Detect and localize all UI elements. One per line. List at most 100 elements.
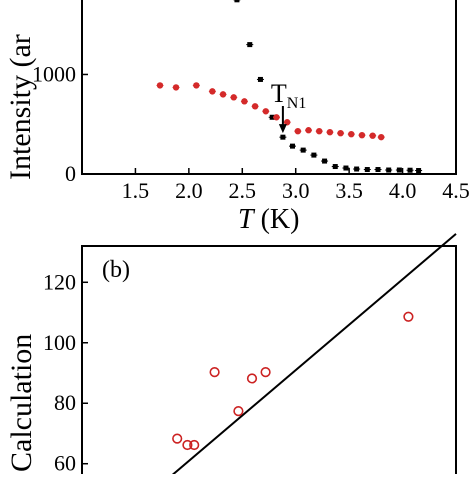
data-point xyxy=(406,167,414,173)
y-tick-label: 60 xyxy=(54,451,76,474)
circle-marker xyxy=(348,130,355,138)
square-marker xyxy=(354,166,360,172)
panel-b: 60 80 100 120 (b) Calculation xyxy=(5,233,457,479)
data-point xyxy=(251,103,259,110)
square-marker xyxy=(322,158,328,164)
square-marker xyxy=(247,42,253,48)
circle-marker xyxy=(316,128,323,135)
annotation-t: T xyxy=(271,79,287,108)
data-point xyxy=(369,132,377,139)
x-tick-label: 3.5 xyxy=(335,178,363,203)
square-marker xyxy=(290,143,296,149)
svg-text:TN1: TN1 xyxy=(271,79,306,112)
data-point xyxy=(230,94,238,101)
x-tick-label: 2.0 xyxy=(175,178,203,203)
data-point xyxy=(156,82,164,89)
data-point xyxy=(208,88,216,95)
data-point xyxy=(279,134,287,140)
square-marker xyxy=(386,167,392,173)
data-point xyxy=(347,130,355,138)
panel-a-plot-frame xyxy=(81,0,457,175)
square-marker xyxy=(396,167,402,173)
square-marker xyxy=(300,147,306,153)
circle-marker xyxy=(262,108,269,115)
open-circle-marker xyxy=(182,439,193,451)
x-tick-label: 4.0 xyxy=(389,178,417,203)
panel-a-x-axis-label: T (K) xyxy=(238,204,299,235)
data-point xyxy=(415,168,423,174)
circle-marker xyxy=(305,127,312,134)
panel-a-y-tick-labels: 010002000 xyxy=(32,61,76,186)
data-point xyxy=(219,91,227,98)
annotation-subscript: N1 xyxy=(287,95,307,112)
panel-a-x-tick-labels: 1.5 2.0 2.5 3.0 3.5 4.0 4.5 xyxy=(122,178,470,203)
circle-marker xyxy=(209,88,216,95)
data-point xyxy=(353,166,361,172)
circle-marker xyxy=(369,132,376,139)
circle-marker xyxy=(378,133,385,141)
data-point xyxy=(256,76,264,82)
data-point xyxy=(321,158,329,164)
data-point xyxy=(283,119,291,126)
open-circle-marker xyxy=(246,373,258,384)
open-circle-marker xyxy=(403,311,414,322)
y-tick-label: 80 xyxy=(54,390,76,415)
open-circle-marker xyxy=(209,366,220,378)
panel-a-ticks xyxy=(82,73,457,175)
data-point xyxy=(358,131,366,139)
circle-marker xyxy=(273,114,280,121)
circle-marker xyxy=(219,91,227,98)
panel-a-y-axis-label: Intensity (ar xyxy=(4,34,37,180)
x-tick-label: 4.5 xyxy=(442,178,470,203)
data-point xyxy=(363,167,371,173)
x-tick-label: 3.0 xyxy=(282,178,310,203)
panel-b-y-axis-label: Calculation xyxy=(5,334,38,472)
data-point xyxy=(374,167,382,173)
data-point xyxy=(326,128,334,136)
data-point xyxy=(377,133,385,141)
data-point xyxy=(240,98,248,105)
data-point xyxy=(342,165,350,171)
series-0 xyxy=(172,311,414,451)
square-marker xyxy=(407,167,413,173)
panel-a-annotation: TN1 xyxy=(271,79,306,134)
square-marker xyxy=(332,164,338,170)
panel-b-reference-line xyxy=(166,233,457,479)
data-point xyxy=(289,143,297,149)
y-tick-label: 100 xyxy=(43,330,76,355)
circle-marker xyxy=(172,84,180,91)
circle-marker xyxy=(193,82,200,89)
y-tick-label: 1000 xyxy=(32,61,76,86)
circle-marker xyxy=(358,131,366,139)
panel-b-label: (b) xyxy=(102,257,130,283)
data-point xyxy=(315,128,323,135)
data-point xyxy=(299,147,307,153)
square-marker xyxy=(234,0,240,3)
x-axis-label-unit: (K) xyxy=(254,204,300,235)
data-point xyxy=(305,127,313,134)
panel-a-series xyxy=(156,0,423,174)
square-marker xyxy=(257,76,263,82)
panel-b-y-tick-labels: 60 80 100 120 xyxy=(43,269,76,475)
data-point xyxy=(337,129,345,137)
panel-b-plot-frame xyxy=(81,245,457,479)
y-tick-label: 120 xyxy=(43,269,76,294)
circle-marker xyxy=(283,119,291,126)
open-circle-marker xyxy=(233,406,244,417)
x-tick-label: 2.5 xyxy=(229,178,257,203)
data-point xyxy=(331,164,339,170)
open-circle-marker xyxy=(189,439,200,451)
square-marker xyxy=(311,152,317,158)
open-circle-marker xyxy=(172,433,183,444)
panel-b-series xyxy=(172,311,414,451)
square-marker xyxy=(416,168,422,174)
circle-marker xyxy=(337,129,344,137)
data-point xyxy=(246,42,254,48)
data-point xyxy=(192,82,200,89)
x-axis-label-symbol: T xyxy=(238,204,256,235)
data-point xyxy=(385,167,393,173)
data-point xyxy=(233,0,241,3)
data-point xyxy=(272,114,280,121)
